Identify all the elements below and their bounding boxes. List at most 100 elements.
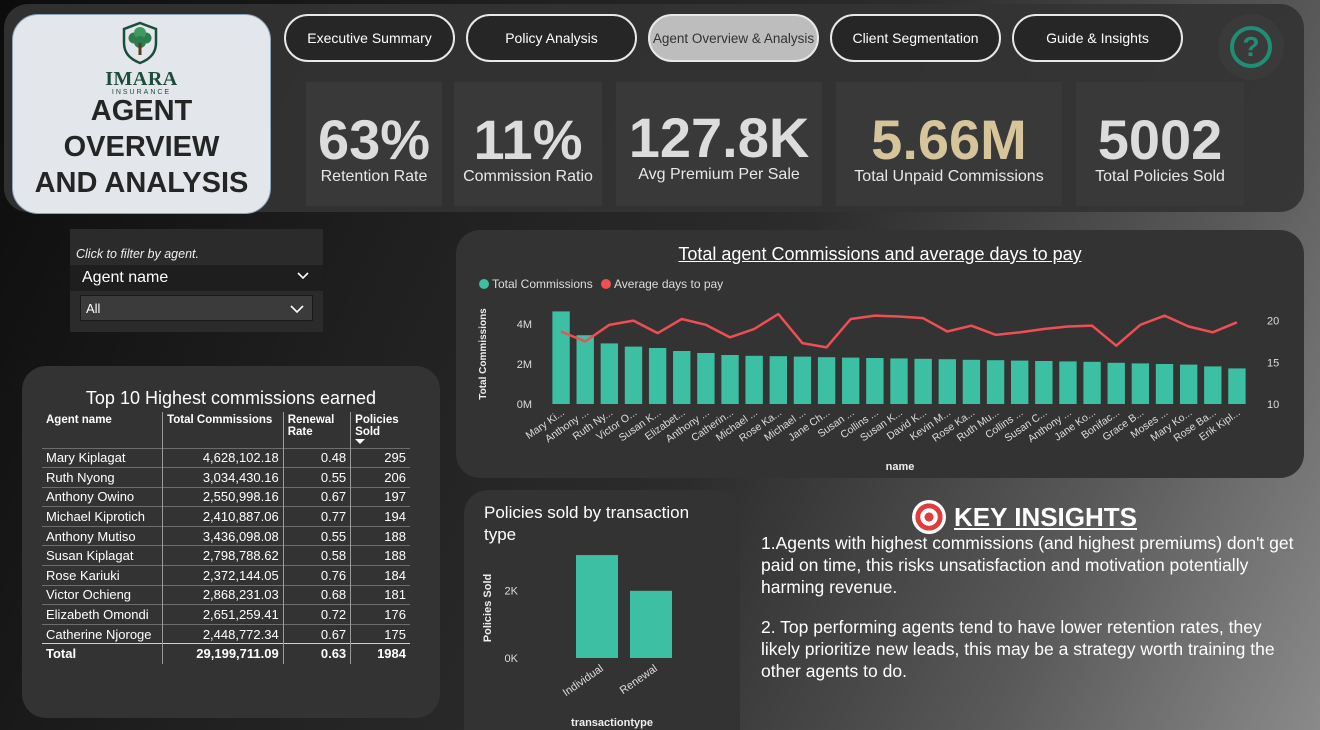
table-row[interactable]: Michael Kiprotich 2,410,887.06 0.77 194 bbox=[42, 506, 410, 527]
chevron-down-icon[interactable] bbox=[297, 272, 309, 280]
table-row[interactable]: Ruth Nyong 3,034,430.16 0.55 206 bbox=[42, 467, 410, 488]
table-cell: 0.67 bbox=[283, 623, 352, 644]
bar bbox=[793, 356, 812, 404]
bar bbox=[890, 358, 908, 404]
table-cell: Ruth Nyong bbox=[42, 467, 164, 488]
kpi-label: Total Policies Sold bbox=[1095, 168, 1225, 185]
bar bbox=[1107, 362, 1125, 404]
slicer-header[interactable]: Agent name bbox=[70, 265, 323, 291]
table-cell: 2,448,772.34 bbox=[162, 623, 284, 644]
table-cell: Elizabeth Omondi bbox=[42, 604, 164, 625]
tab-guide-insights[interactable]: Guide & Insights bbox=[1012, 14, 1183, 62]
y-tick-label: 0M bbox=[517, 399, 532, 411]
table-cell: 181 bbox=[350, 584, 410, 605]
y2-tick-label: 15 bbox=[1267, 357, 1279, 369]
days-line bbox=[560, 312, 1238, 349]
table-cell: 0.68 bbox=[283, 584, 352, 605]
kpi-label: Total Unpaid Commissions bbox=[854, 168, 1044, 185]
table-cell: 2,798,788.62 bbox=[162, 545, 284, 566]
agent-dropdown[interactable]: All bbox=[80, 295, 313, 321]
chevron-down-icon[interactable] bbox=[290, 305, 304, 314]
bar bbox=[745, 355, 763, 404]
table-cell: Total bbox=[42, 643, 164, 664]
table-cell: 0.55 bbox=[283, 525, 352, 546]
table-row[interactable]: Catherine Njoroge 2,448,772.34 0.67 175 bbox=[42, 623, 410, 644]
table-cell: 0.63 bbox=[283, 643, 352, 664]
help-icon: ? bbox=[1230, 26, 1272, 68]
table-cell: 2,410,887.06 bbox=[162, 506, 284, 527]
kpi-retention-rate: 63% Retention Rate bbox=[306, 82, 442, 206]
x-axis-title: name bbox=[886, 461, 915, 473]
bar bbox=[1035, 361, 1053, 404]
y-tick-label: 2K bbox=[505, 586, 519, 598]
x-tick-label: Individual bbox=[561, 663, 606, 699]
table-cell: Victor Ochieng bbox=[42, 584, 164, 605]
tab-agent-overview[interactable]: Agent Overview & Analysis bbox=[648, 14, 819, 62]
legend-marker-days bbox=[601, 279, 611, 289]
table-row[interactable]: Anthony Mutiso 3,436,098.08 0.55 188 bbox=[42, 525, 410, 546]
chart-title: Policies sold by transaction type bbox=[484, 503, 690, 544]
insight-2: 2. Top performing agents tend to have lo… bbox=[761, 617, 1275, 681]
table-cell: 197 bbox=[350, 486, 410, 507]
tab-policy-analysis[interactable]: Policy Analysis bbox=[466, 14, 637, 62]
table-row[interactable]: Anthony Owino 2,550,998.16 0.67 197 bbox=[42, 486, 410, 507]
table-cell: Anthony Mutiso bbox=[42, 525, 164, 546]
bar bbox=[1131, 363, 1150, 404]
table-cell: 184 bbox=[350, 565, 410, 586]
column-header[interactable]: Renewal Rate bbox=[283, 412, 352, 448]
bar bbox=[986, 360, 1005, 404]
top10-table: Agent name Total Commissions Renewal Rat… bbox=[42, 412, 410, 664]
kpi-unpaid-commissions: 5.66M Total Unpaid Commissions bbox=[836, 82, 1062, 206]
bar bbox=[1179, 364, 1198, 404]
table-cell: Susan Kiplagat bbox=[42, 545, 164, 566]
table-row[interactable]: Elizabeth Omondi 2,651,259.41 0.72 176 bbox=[42, 604, 410, 625]
bar bbox=[1228, 368, 1246, 404]
table-row[interactable]: Rose Kariuki 2,372,144.05 0.76 184 bbox=[42, 565, 410, 586]
table-cell: 0.76 bbox=[283, 565, 352, 586]
table-title: Top 10 Highest commissions earned bbox=[85, 388, 377, 408]
bar bbox=[673, 351, 691, 404]
kpi-avg-premium: 127.8K Avg Premium Per Sale bbox=[616, 82, 822, 206]
table-cell: 295 bbox=[350, 447, 410, 468]
bar bbox=[624, 346, 643, 404]
kpi-label: Commission Ratio bbox=[463, 168, 593, 185]
insights-title: KEY INSIGHTS bbox=[954, 501, 1138, 532]
table-row[interactable]: Mary Kiplagat 4,628,102.18 0.48 295 bbox=[42, 447, 410, 468]
table-row[interactable]: Susan Kiplagat 2,798,788.62 0.58 188 bbox=[42, 545, 410, 566]
table-cell: 2,868,231.03 bbox=[162, 584, 284, 605]
title-card: IMARA INSURANCE AGENT OVERVIEW AND ANALY… bbox=[12, 14, 271, 214]
tab-executive-summary[interactable]: Executive Summary bbox=[284, 14, 455, 62]
chart-title: Total agent Commissions and average days… bbox=[678, 244, 1082, 264]
help-button[interactable]: ? bbox=[1218, 14, 1284, 80]
bar bbox=[817, 357, 836, 404]
kpi-value: 5002 bbox=[1097, 108, 1223, 171]
combo-chart-svg: Total Commissions Average days to pay Tota… bbox=[478, 277, 1279, 473]
legend-label-commissions: Total Commissions bbox=[492, 277, 593, 291]
bar bbox=[576, 555, 618, 658]
transaction-type-chart: Policies sold by transaction type Polici… bbox=[464, 490, 740, 730]
bar bbox=[1204, 366, 1222, 404]
table-cell: 176 bbox=[350, 604, 410, 625]
column-header-sorted[interactable]: Policies Sold bbox=[351, 412, 410, 448]
column-header[interactable]: Agent name bbox=[42, 412, 164, 448]
table-cell: 0.72 bbox=[283, 604, 352, 625]
table-total-row[interactable]: Total 29,199,711.09 0.63 1984 bbox=[42, 643, 410, 664]
bar-chart-svg: Policies Sold 0K 2K Individual Renewal transa… bbox=[482, 555, 672, 729]
table-cell: 2,651,259.41 bbox=[162, 604, 284, 625]
agent-slicer: Click to filter by agent. Agent name All bbox=[70, 229, 323, 332]
table-cell: 175 bbox=[350, 623, 410, 644]
slicer-title: Agent name bbox=[82, 269, 169, 286]
bar bbox=[552, 311, 570, 404]
table-cell: 2,372,144.05 bbox=[162, 565, 284, 586]
table-cell: 188 bbox=[350, 545, 410, 566]
bar bbox=[842, 357, 860, 404]
table-cell: 3,436,098.08 bbox=[162, 525, 284, 546]
table-row[interactable]: Victor Ochieng 2,868,231.03 0.68 181 bbox=[42, 584, 410, 605]
y2-tick-label: 20 bbox=[1267, 316, 1279, 328]
table-cell: 194 bbox=[350, 506, 410, 527]
table-cell: Michael Kiprotich bbox=[42, 506, 164, 527]
kpi-label: Avg Premium Per Sale bbox=[638, 166, 800, 183]
tab-client-segmentation[interactable]: Client Segmentation bbox=[830, 14, 1001, 62]
table-cell: 1984 bbox=[350, 643, 410, 664]
column-header[interactable]: Total Commissions bbox=[162, 412, 284, 448]
